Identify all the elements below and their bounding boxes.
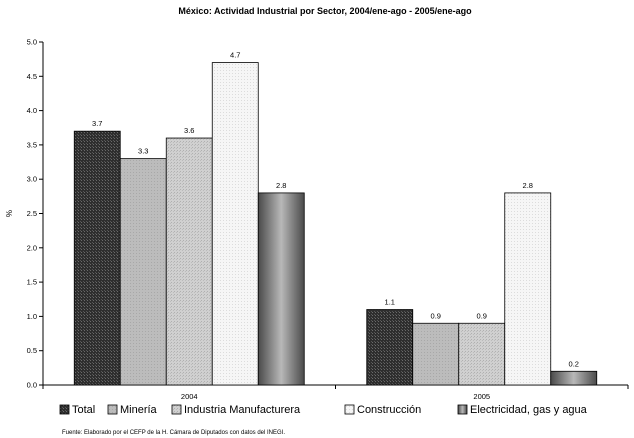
bar-2004-series-3 [211, 62, 259, 386]
legend-label: Industria Manufacturera [184, 404, 301, 416]
y-tick-label: 2.0 [27, 243, 37, 252]
bar-2004-series-2 [165, 137, 213, 386]
data-label: 3.3 [138, 147, 148, 156]
data-labels: 3.7 3.3 3.6 4.7 2.8 1.1 0.9 0.9 2.8 0.2 [92, 51, 579, 369]
legend-swatch [171, 404, 182, 415]
data-label: 2.8 [276, 181, 286, 190]
y-tick-label: 1.5 [27, 278, 37, 287]
bar-2004-series-4 [257, 192, 305, 386]
y-tick-label: 1.0 [27, 312, 37, 321]
y-axis-title: % [5, 210, 14, 217]
y-tick-label: 3.0 [27, 175, 37, 184]
y-tick-label: 2.5 [27, 209, 37, 218]
chart-title: México: Actividad Industrial por Sector,… [178, 6, 472, 16]
data-label: 3.6 [184, 126, 194, 135]
legend-swatch [344, 404, 355, 415]
y-tick-label: 0.0 [27, 381, 37, 390]
data-label: 2.8 [523, 181, 533, 190]
y-tick-label: 4.5 [27, 72, 37, 81]
bars [73, 62, 598, 386]
bar-2004-series-0 [73, 130, 121, 386]
legend-label: Minería [120, 404, 158, 416]
data-label: 0.9 [477, 311, 487, 320]
legend-swatch [457, 404, 468, 415]
bar-2005-series-4 [550, 370, 598, 386]
data-label: 1.1 [385, 298, 395, 307]
bar-2005-series-2 [458, 322, 506, 386]
legend-label: Construcción [357, 404, 421, 416]
data-label: 3.7 [92, 119, 102, 128]
y-axis: 0.0 0.5 1.0 1.5 2.0 2.5 3.0 3.5 4.0 4.5 5.0 [27, 38, 44, 390]
legend: Total Minería Industria Manufacturera Const… [59, 404, 588, 416]
legend-swatch [107, 404, 118, 415]
y-tick-label: 4.0 [27, 106, 37, 115]
data-label: 0.2 [569, 359, 579, 368]
y-tick-label: 5.0 [27, 38, 37, 47]
x-tick-label: 2004 [181, 392, 198, 401]
legend-label: Total [72, 404, 95, 416]
data-label: 0.9 [431, 311, 441, 320]
legend-label: Electricidad, gas y agua [470, 404, 588, 416]
x-axis: 2004 2005 [42, 384, 629, 401]
bar-2004-series-1 [119, 158, 167, 386]
y-tick-label: 0.5 [27, 346, 37, 355]
x-tick-label: 2005 [473, 392, 490, 401]
bar-2005-series-0 [366, 309, 414, 386]
bar-2005-series-1 [412, 322, 460, 386]
y-tick-label: 3.5 [27, 140, 37, 149]
legend-swatch [59, 404, 70, 415]
source-note: Fuente: Elaborado por el CEFP de la H. C… [62, 430, 285, 436]
data-label: 4.7 [230, 51, 240, 60]
bar-2005-series-3 [504, 192, 552, 386]
